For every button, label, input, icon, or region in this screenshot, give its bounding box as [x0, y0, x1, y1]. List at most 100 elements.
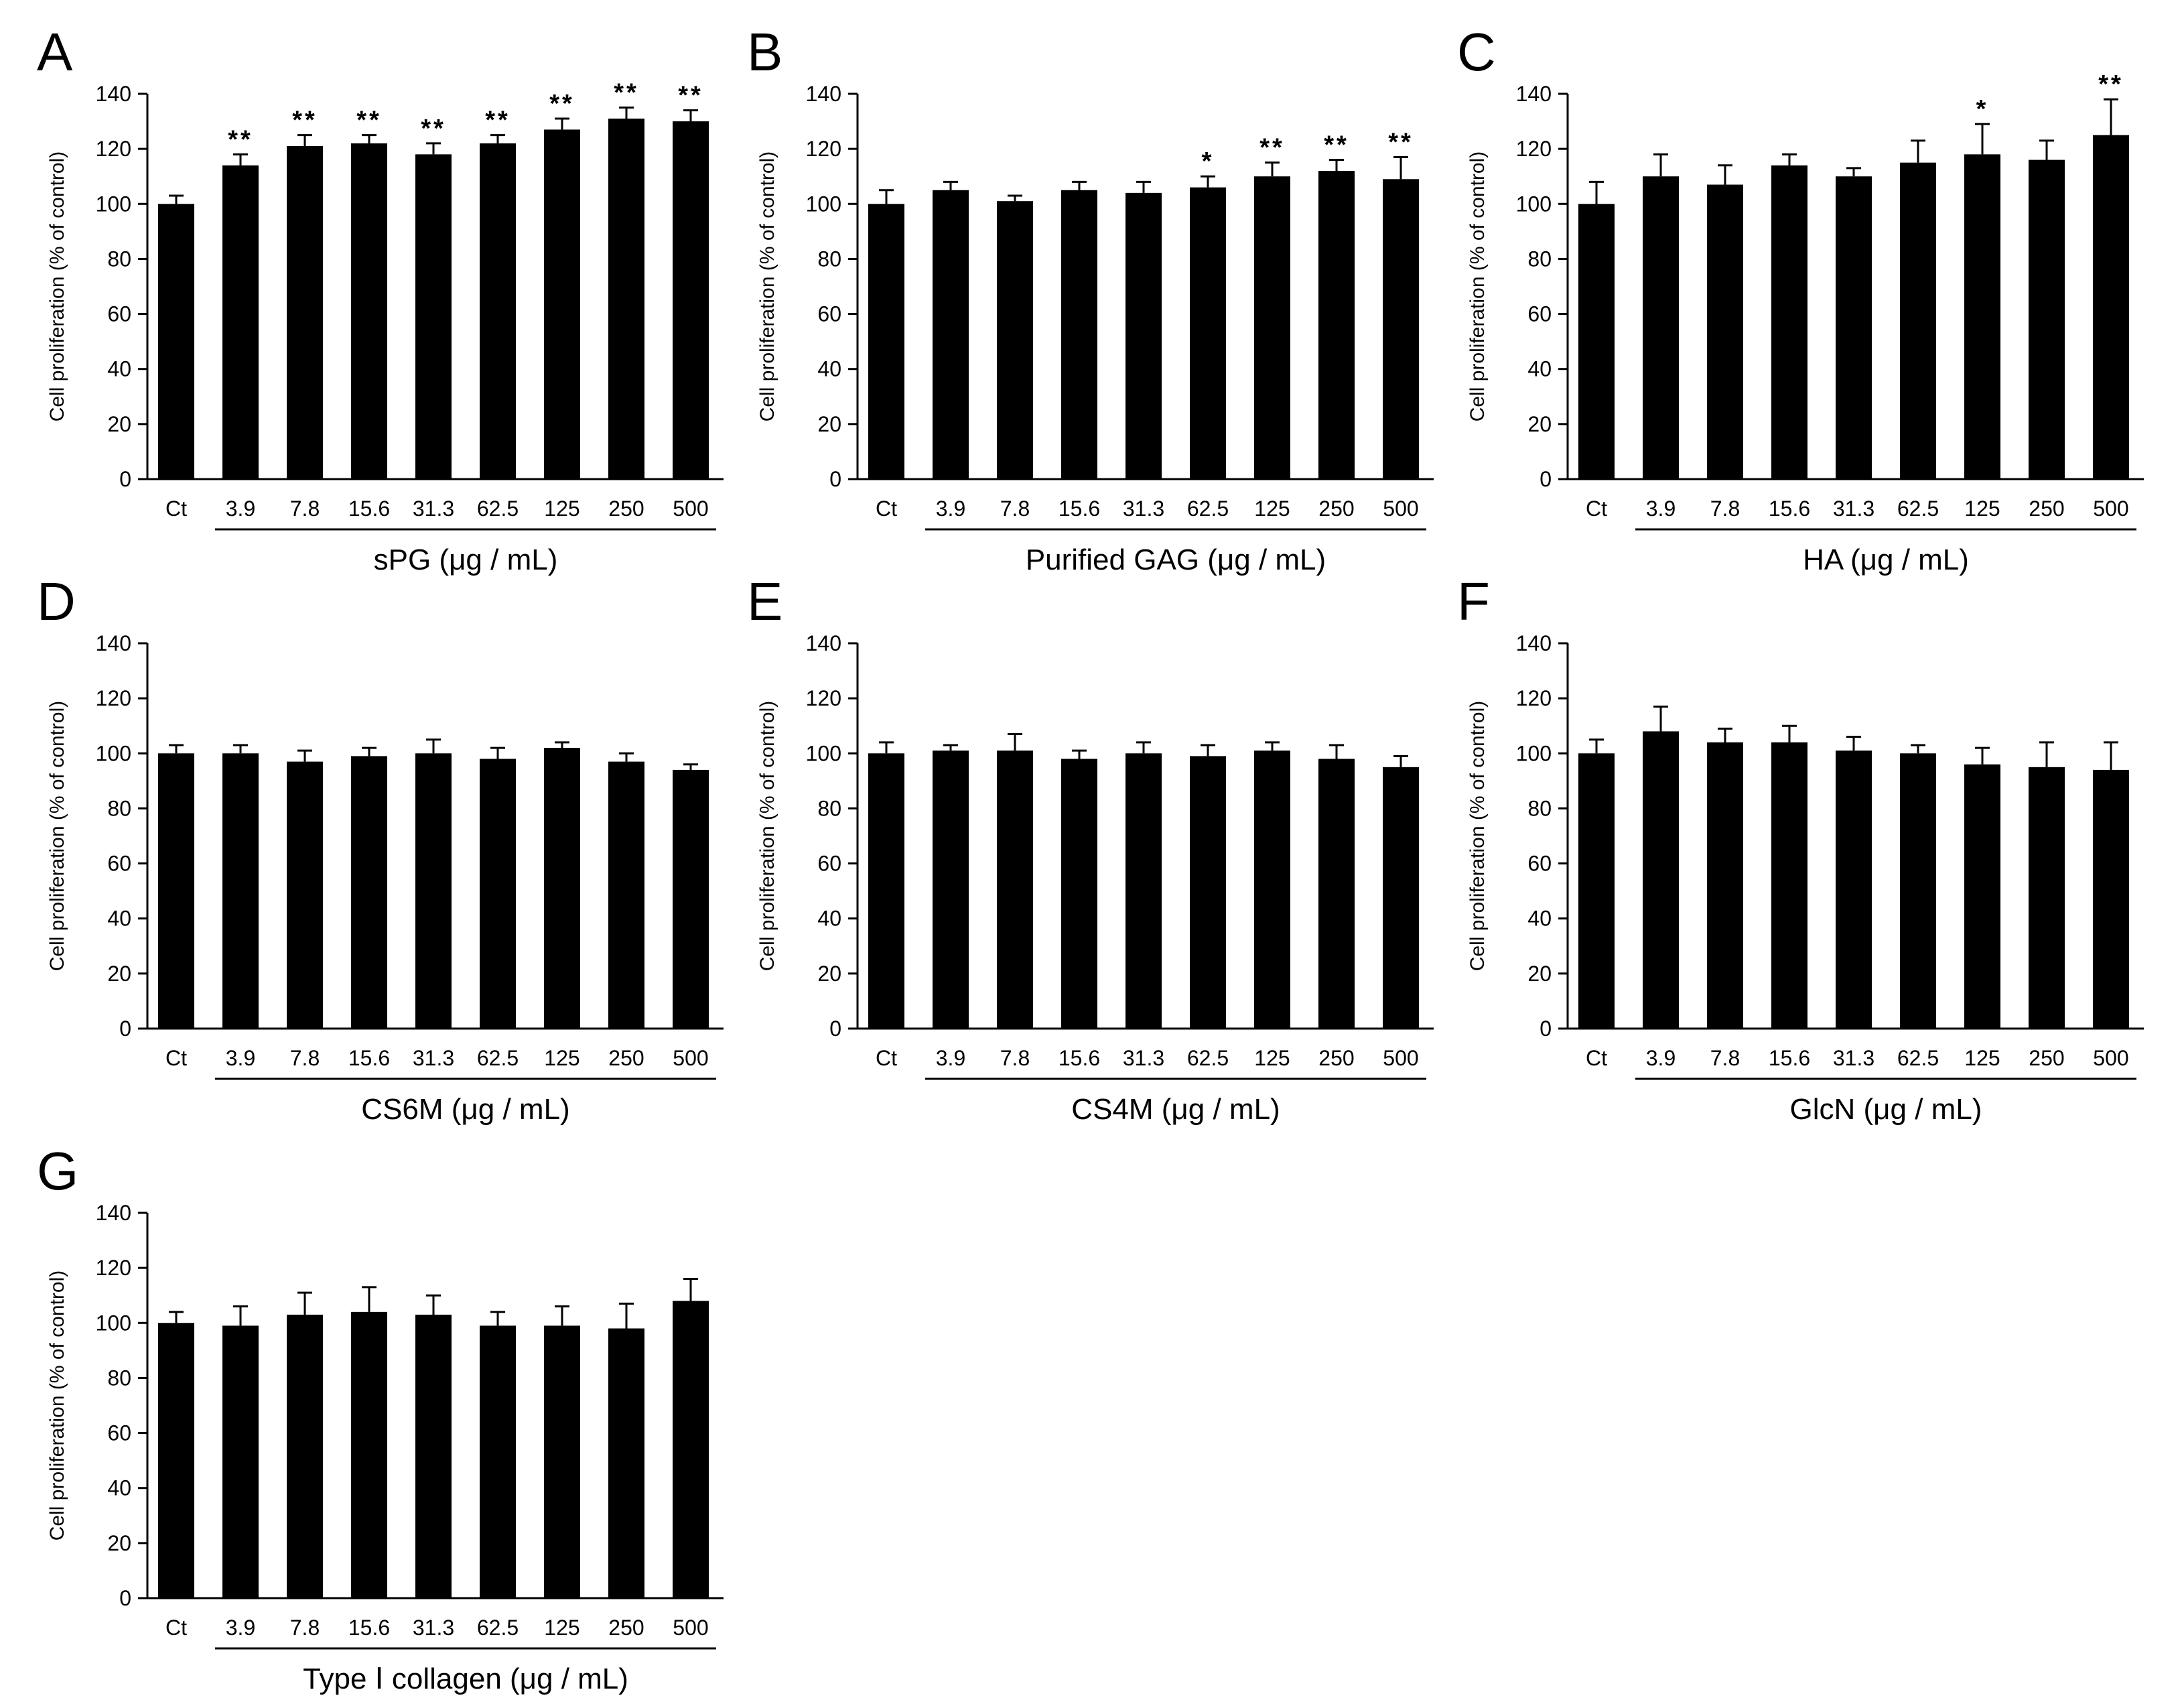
- bar: [2093, 135, 2129, 479]
- y-tick-label: 100: [806, 741, 841, 765]
- x-tick-label: 125: [1254, 1046, 1290, 1070]
- x-tick-label: 7.8: [290, 1616, 320, 1640]
- bar: [544, 1325, 580, 1598]
- panel-letter: G: [37, 1141, 78, 1201]
- bar: [287, 1314, 323, 1598]
- bar: [158, 753, 194, 1029]
- y-tick-label: 140: [1516, 82, 1552, 106]
- x-tick-label: 3.9: [226, 1046, 255, 1070]
- x-tick-label: 3.9: [1646, 1046, 1676, 1070]
- x-tick-label: 62.5: [477, 1616, 519, 1640]
- x-tick-label: 31.3: [1833, 497, 1874, 521]
- y-tick-label: 140: [96, 82, 131, 106]
- significance-marker: **: [485, 107, 510, 135]
- x-tick-label: Ct: [876, 497, 897, 521]
- y-tick-label: 20: [1527, 962, 1552, 986]
- x-tick-label: 31.3: [1123, 497, 1164, 521]
- x-tick-label: Ct: [876, 1046, 897, 1070]
- y-tick-label: 0: [1540, 1017, 1552, 1041]
- bar: [933, 750, 969, 1029]
- y-tick-label: 120: [806, 686, 841, 710]
- bar: [1836, 176, 1872, 479]
- bar: [287, 146, 323, 480]
- bar: [351, 1311, 387, 1598]
- bar: [933, 190, 969, 479]
- bar: [1125, 192, 1162, 479]
- x-tick-label: 125: [1964, 497, 2000, 521]
- bar: [2093, 769, 2129, 1029]
- y-tick-label: 80: [817, 796, 841, 820]
- x-axis-label: sPG (μg / mL): [374, 543, 558, 576]
- x-tick-label: 7.8: [1710, 1046, 1740, 1070]
- panel-letter: D: [37, 572, 76, 631]
- significance-marker: **: [1388, 128, 1414, 156]
- significance-marker: **: [1324, 131, 1349, 159]
- y-tick-label: 140: [806, 631, 841, 655]
- x-tick-label: 15.6: [1769, 497, 1810, 521]
- y-tick-label: 100: [806, 192, 841, 216]
- bar: [1964, 764, 2000, 1029]
- x-tick-label: 15.6: [348, 1616, 390, 1640]
- bar: [1771, 742, 1807, 1029]
- y-axis-label: Cell proliferation (% of control): [46, 151, 68, 422]
- x-tick-label: 62.5: [1897, 1046, 1939, 1070]
- x-tick-label: 62.5: [477, 497, 519, 521]
- bar: [544, 748, 580, 1029]
- significance-marker: *: [1976, 95, 1989, 123]
- x-tick-label: Ct: [1586, 1046, 1607, 1070]
- x-tick-label: Ct: [165, 497, 187, 521]
- bar: [1707, 742, 1743, 1029]
- y-tick-label: 0: [829, 467, 841, 491]
- significance-marker: **: [549, 90, 575, 118]
- x-tick-label: 31.3: [413, 1046, 454, 1070]
- x-tick-label: 3.9: [226, 1616, 255, 1640]
- y-tick-label: 60: [107, 1421, 131, 1445]
- x-tick-label: 125: [544, 1616, 579, 1640]
- y-tick-label: 80: [107, 247, 131, 271]
- bar: [1707, 184, 1743, 479]
- significance-marker: *: [1202, 147, 1215, 176]
- y-tick-label: 120: [806, 137, 841, 161]
- bar: [608, 118, 644, 479]
- bar: [608, 1328, 644, 1598]
- x-tick-label: 7.8: [1710, 497, 1740, 521]
- panel-letter: B: [747, 22, 782, 82]
- panel-d: D 0 20 40 60 80 100 120 140 Cell proliferation (%…: [37, 572, 724, 1126]
- panel-letter: C: [1457, 22, 1496, 82]
- y-tick-label: 20: [1527, 412, 1552, 436]
- y-tick-label: 40: [107, 1476, 131, 1500]
- bar: [158, 204, 194, 479]
- bar: [1254, 750, 1290, 1029]
- x-tick-label: 15.6: [1059, 1046, 1100, 1070]
- x-tick-label: 250: [608, 1616, 644, 1640]
- x-tick-label: 500: [2093, 497, 2128, 521]
- bar: [1643, 731, 1679, 1029]
- x-tick-label: 500: [673, 497, 708, 521]
- y-tick-label: 140: [806, 82, 841, 106]
- x-tick-label: Ct: [1586, 497, 1607, 521]
- x-tick-label: 62.5: [1897, 497, 1939, 521]
- bar: [158, 1323, 194, 1598]
- y-tick-label: 100: [1516, 741, 1552, 765]
- y-tick-label: 120: [96, 137, 131, 161]
- x-tick-label: 250: [1318, 497, 1354, 521]
- x-tick-label: 31.3: [1833, 1046, 1874, 1070]
- y-tick-label: 0: [829, 1017, 841, 1041]
- panel-e: E 0 20 40 60 80 100 120 140 Cell proliferation (%…: [747, 572, 1434, 1126]
- bar: [868, 204, 904, 479]
- bar: [2029, 767, 2065, 1029]
- x-tick-label: 15.6: [1059, 497, 1100, 521]
- y-tick-label: 40: [107, 357, 131, 381]
- bar: [415, 753, 452, 1029]
- y-tick-label: 20: [817, 412, 841, 436]
- bar: [1318, 171, 1355, 479]
- y-tick-label: 20: [817, 962, 841, 986]
- bar: [222, 753, 259, 1029]
- y-tick-label: 100: [96, 741, 131, 765]
- panel-f: F 0 20 40 60 80 100 120 140 Cell proliferation (%…: [1457, 572, 2144, 1126]
- y-tick-label: 40: [817, 357, 841, 381]
- x-tick-label: 500: [1383, 1046, 1418, 1070]
- y-tick-label: 20: [107, 412, 131, 436]
- bar: [415, 1314, 452, 1598]
